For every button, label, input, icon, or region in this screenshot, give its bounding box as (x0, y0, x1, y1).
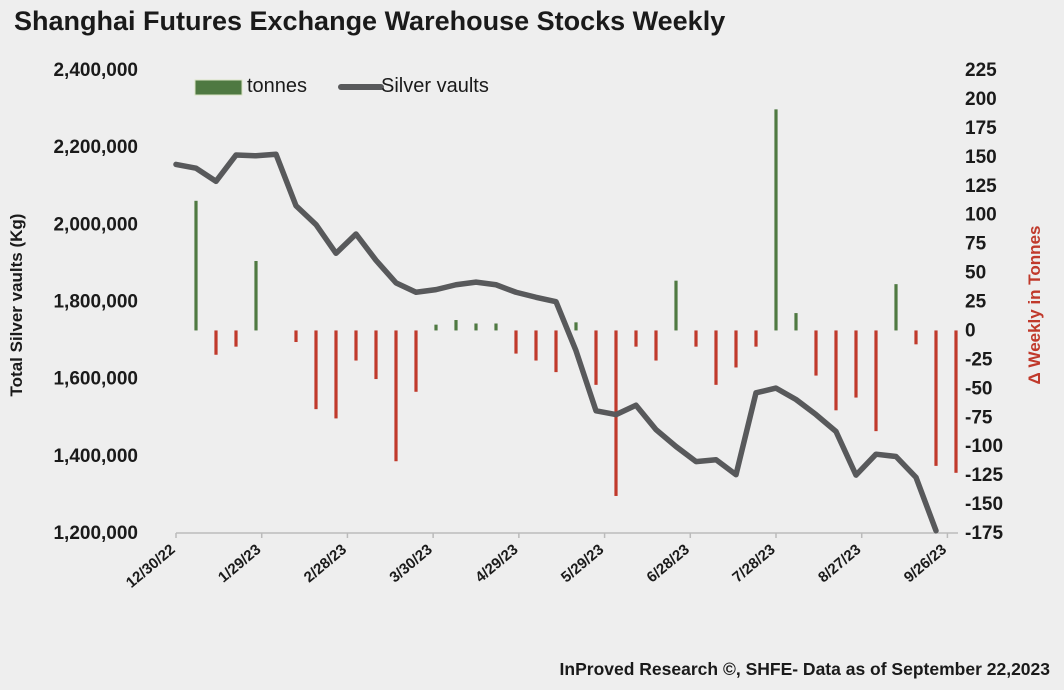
svg-text:Δ Weekly in Tonnes: Δ Weekly in Tonnes (1025, 226, 1044, 385)
svg-text:75: 75 (965, 234, 987, 255)
svg-text:tonnes: tonnes (247, 75, 307, 97)
svg-text:50: 50 (965, 263, 986, 284)
svg-text:1,600,000: 1,600,000 (53, 369, 138, 390)
svg-text:-125: -125 (965, 465, 1003, 486)
svg-text:-100: -100 (965, 436, 1003, 457)
svg-text:-175: -175 (965, 523, 1003, 544)
svg-text:1,400,000: 1,400,000 (53, 446, 138, 467)
svg-text:-50: -50 (965, 378, 992, 399)
svg-text:150: 150 (965, 147, 997, 168)
svg-text:-150: -150 (965, 494, 1003, 515)
svg-text:-25: -25 (965, 349, 993, 370)
svg-text:1,200,000: 1,200,000 (53, 523, 138, 544)
svg-text:Silver vaults: Silver vaults (381, 75, 489, 97)
svg-text:25: 25 (965, 292, 987, 313)
svg-text:-75: -75 (965, 407, 993, 428)
svg-text:2,000,000: 2,000,000 (53, 214, 138, 235)
svg-text:2,200,000: 2,200,000 (53, 137, 138, 158)
svg-text:225: 225 (965, 60, 997, 81)
svg-text:Total Silver vaults (Kg): Total Silver vaults (Kg) (7, 214, 26, 397)
svg-text:200: 200 (965, 89, 997, 110)
svg-text:2,400,000: 2,400,000 (53, 60, 138, 81)
svg-text:1,800,000: 1,800,000 (53, 292, 138, 313)
svg-text:0: 0 (965, 320, 976, 341)
svg-text:100: 100 (965, 205, 997, 226)
svg-text:175: 175 (965, 118, 997, 139)
svg-text:125: 125 (965, 176, 997, 197)
